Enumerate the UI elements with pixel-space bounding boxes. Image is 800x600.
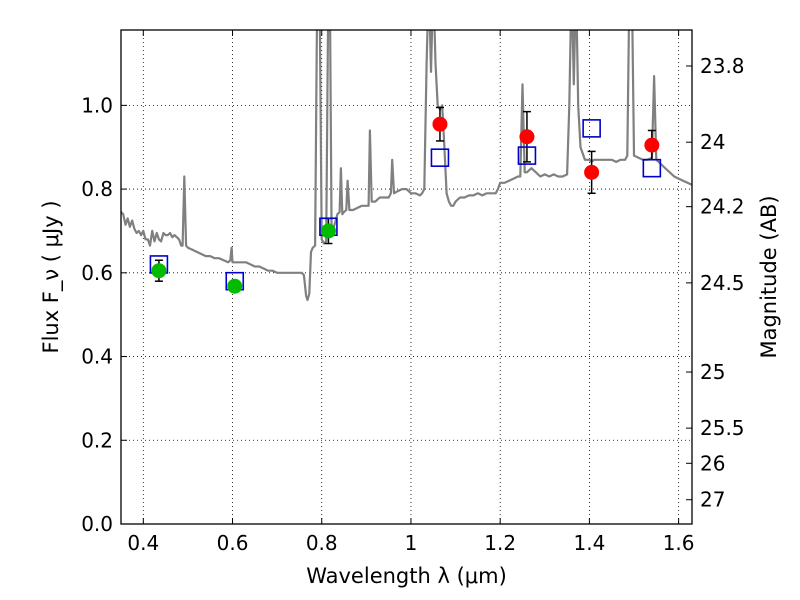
y-tick-label: 0.2	[81, 428, 113, 452]
x-tick-label: 1.4	[573, 531, 605, 555]
x-axis-label: Wavelength λ (μm)	[306, 564, 507, 588]
x-tick-label: 1	[405, 531, 418, 555]
model-photometry-square	[517, 146, 537, 165]
right-tick-label: 23.8	[700, 54, 745, 78]
y-tick-label: 0.6	[81, 261, 113, 285]
axis-ticks: 0.4 0.6 0.8 1 1.2 1.4 1.6 0.0 0.2 0.4 0.6 0.8 1.0 23.…	[81, 30, 745, 555]
y-tick-label: 0.0	[81, 512, 113, 536]
right-tick-label: 24.2	[700, 195, 745, 219]
right-tick-label: 26	[700, 451, 725, 475]
y-tick-label: 0.8	[81, 177, 113, 201]
y-axis-label: Flux F_ν ( μJy )	[39, 200, 64, 353]
right-axis-label: Magnitude (AB)	[757, 195, 781, 358]
observed-photometry-point	[320, 223, 336, 239]
right-tick-label: 24	[700, 130, 725, 154]
x-tick-label: 0.6	[217, 531, 249, 555]
model-photometry-square	[582, 119, 601, 138]
observed-photometry-point	[519, 129, 535, 145]
x-tick-label: 1.2	[484, 531, 516, 555]
right-tick-label: 25.5	[700, 416, 745, 440]
observed-photometry-point	[644, 137, 660, 153]
observed-photometry-point	[584, 164, 600, 180]
marker-layer	[149, 106, 662, 294]
plot-frame	[120, 29, 693, 525]
right-tick-label: 25	[700, 360, 725, 384]
model-photometry-square	[430, 148, 450, 167]
observed-photometry-point	[227, 278, 243, 294]
grid-lines	[121, 30, 692, 525]
observed-photometry-point	[151, 263, 167, 279]
spectrum-layer	[121, 30, 692, 302]
y-tick-label: 0.4	[81, 345, 113, 369]
x-tick-label: 0.4	[127, 531, 159, 555]
model-spectrum-line	[121, 30, 692, 302]
observed-photometry-point	[432, 116, 448, 132]
x-tick-label: 0.8	[306, 531, 338, 555]
x-tick-label: 1.6	[663, 531, 695, 555]
right-tick-label: 24.5	[700, 271, 745, 295]
right-tick-label: 27	[700, 488, 725, 512]
y-tick-label: 1.0	[81, 93, 113, 117]
model-photometry-square	[642, 158, 662, 178]
